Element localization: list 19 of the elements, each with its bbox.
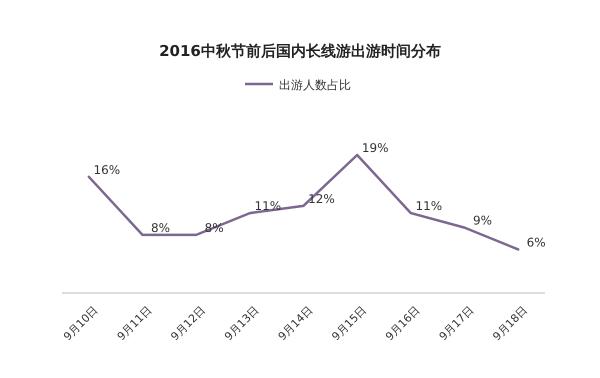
data-label: 12% [308,192,335,206]
x-tick-label: 9月18日 [490,304,530,344]
data-label: 8% [150,220,170,235]
data-label: 9% [472,214,492,228]
data-label: 19% [362,141,389,155]
data-label: 11% [254,199,282,214]
x-tick-label: 9月14日 [276,304,316,344]
data-label: 11% [415,199,442,214]
x-tick-label: 9月10日 [61,304,101,344]
x-tick-label: 9月17日 [436,304,476,344]
data-label: 16% [93,162,120,177]
x-tick-label: 9月13日 [222,304,262,344]
x-tick-label: 9月16日 [383,304,423,344]
x-tick-label: 9月12日 [168,304,208,344]
x-tick-label: 9月15日 [329,304,369,344]
x-tick-label: 9月11日 [114,304,154,344]
data-label: 6% [526,235,546,250]
legend-label: 出游人数占比 [279,78,351,92]
chart-title: 2016中秋节前后国内长线游出游时间分布 [159,42,441,60]
